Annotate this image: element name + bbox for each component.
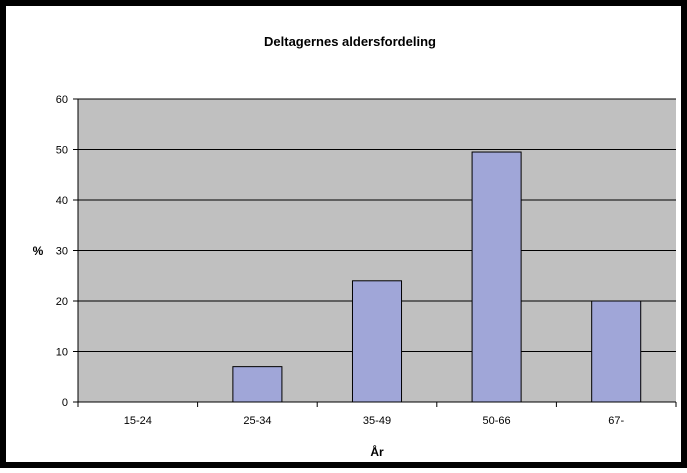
bars xyxy=(232,151,642,403)
y-axis-label: % xyxy=(33,244,44,258)
x-tick-label: 15-24 xyxy=(124,415,152,427)
chart-title: Deltagernes aldersfordeling xyxy=(264,34,436,49)
axes: 0 10 20 30 40 50 60 15-24 25-34 35-49 50-66 67- xyxy=(56,94,677,427)
x-tick-label: 25-34 xyxy=(243,415,271,427)
y-tick-label: 60 xyxy=(56,94,68,106)
bar xyxy=(351,280,403,403)
x-tick-label: 50-66 xyxy=(483,415,511,427)
y-tick-label: 10 xyxy=(56,347,68,359)
y-tick-label: 40 xyxy=(56,195,68,207)
y-tick-label: 50 xyxy=(56,145,68,157)
bar xyxy=(471,151,522,403)
bar xyxy=(232,366,283,403)
y-tick-label: 0 xyxy=(62,397,68,409)
y-tick-label: 30 xyxy=(56,246,68,258)
x-tick-label: 35-49 xyxy=(363,415,391,427)
y-tick-label: 20 xyxy=(56,296,68,308)
bar xyxy=(591,300,642,403)
x-axis-label: År xyxy=(370,444,384,459)
x-tick-label: 67- xyxy=(608,415,624,427)
